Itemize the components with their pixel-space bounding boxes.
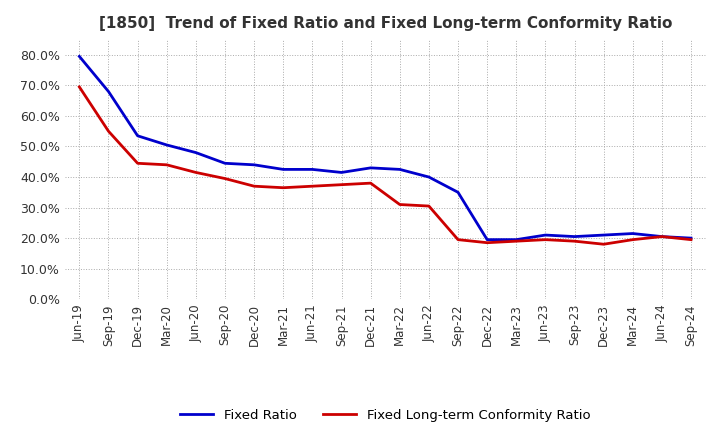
Fixed Long-term Conformity Ratio [395,202,404,207]
Fixed Ratio [541,232,550,238]
Fixed Long-term Conformity Ratio [629,237,637,242]
Fixed Long-term Conformity Ratio [687,237,696,242]
Fixed Long-term Conformity Ratio [75,84,84,90]
Legend: Fixed Ratio, Fixed Long-term Conformity Ratio: Fixed Ratio, Fixed Long-term Conformity … [175,403,595,428]
Fixed Ratio [395,167,404,172]
Fixed Ratio [512,237,521,242]
Fixed Ratio [163,142,171,147]
Fixed Long-term Conformity Ratio [570,238,579,244]
Title: [1850]  Trend of Fixed Ratio and Fixed Long-term Conformity Ratio: [1850] Trend of Fixed Ratio and Fixed Lo… [99,16,672,32]
Fixed Long-term Conformity Ratio [133,161,142,166]
Fixed Ratio [75,54,84,59]
Line: Fixed Long-term Conformity Ratio: Fixed Long-term Conformity Ratio [79,87,691,244]
Fixed Long-term Conformity Ratio [512,238,521,244]
Fixed Long-term Conformity Ratio [104,128,113,134]
Fixed Ratio [192,150,200,155]
Fixed Ratio [366,165,375,171]
Fixed Ratio [629,231,637,236]
Fixed Long-term Conformity Ratio [599,242,608,247]
Fixed Ratio [687,235,696,241]
Fixed Long-term Conformity Ratio [454,237,462,242]
Fixed Ratio [599,232,608,238]
Fixed Ratio [337,170,346,175]
Fixed Ratio [570,234,579,239]
Fixed Ratio [279,167,287,172]
Fixed Ratio [133,133,142,139]
Line: Fixed Ratio: Fixed Ratio [79,56,691,240]
Fixed Ratio [454,190,462,195]
Fixed Long-term Conformity Ratio [337,182,346,187]
Fixed Ratio [483,237,492,242]
Fixed Long-term Conformity Ratio [541,237,550,242]
Fixed Ratio [104,89,113,94]
Fixed Long-term Conformity Ratio [308,183,317,189]
Fixed Ratio [425,174,433,180]
Fixed Ratio [657,234,666,239]
Fixed Long-term Conformity Ratio [163,162,171,168]
Fixed Long-term Conformity Ratio [425,203,433,209]
Fixed Long-term Conformity Ratio [220,176,229,181]
Fixed Long-term Conformity Ratio [192,170,200,175]
Fixed Ratio [250,162,258,168]
Fixed Long-term Conformity Ratio [279,185,287,191]
Fixed Long-term Conformity Ratio [657,234,666,239]
Fixed Long-term Conformity Ratio [250,183,258,189]
Fixed Ratio [220,161,229,166]
Fixed Long-term Conformity Ratio [366,180,375,186]
Fixed Long-term Conformity Ratio [483,240,492,246]
Fixed Ratio [308,167,317,172]
